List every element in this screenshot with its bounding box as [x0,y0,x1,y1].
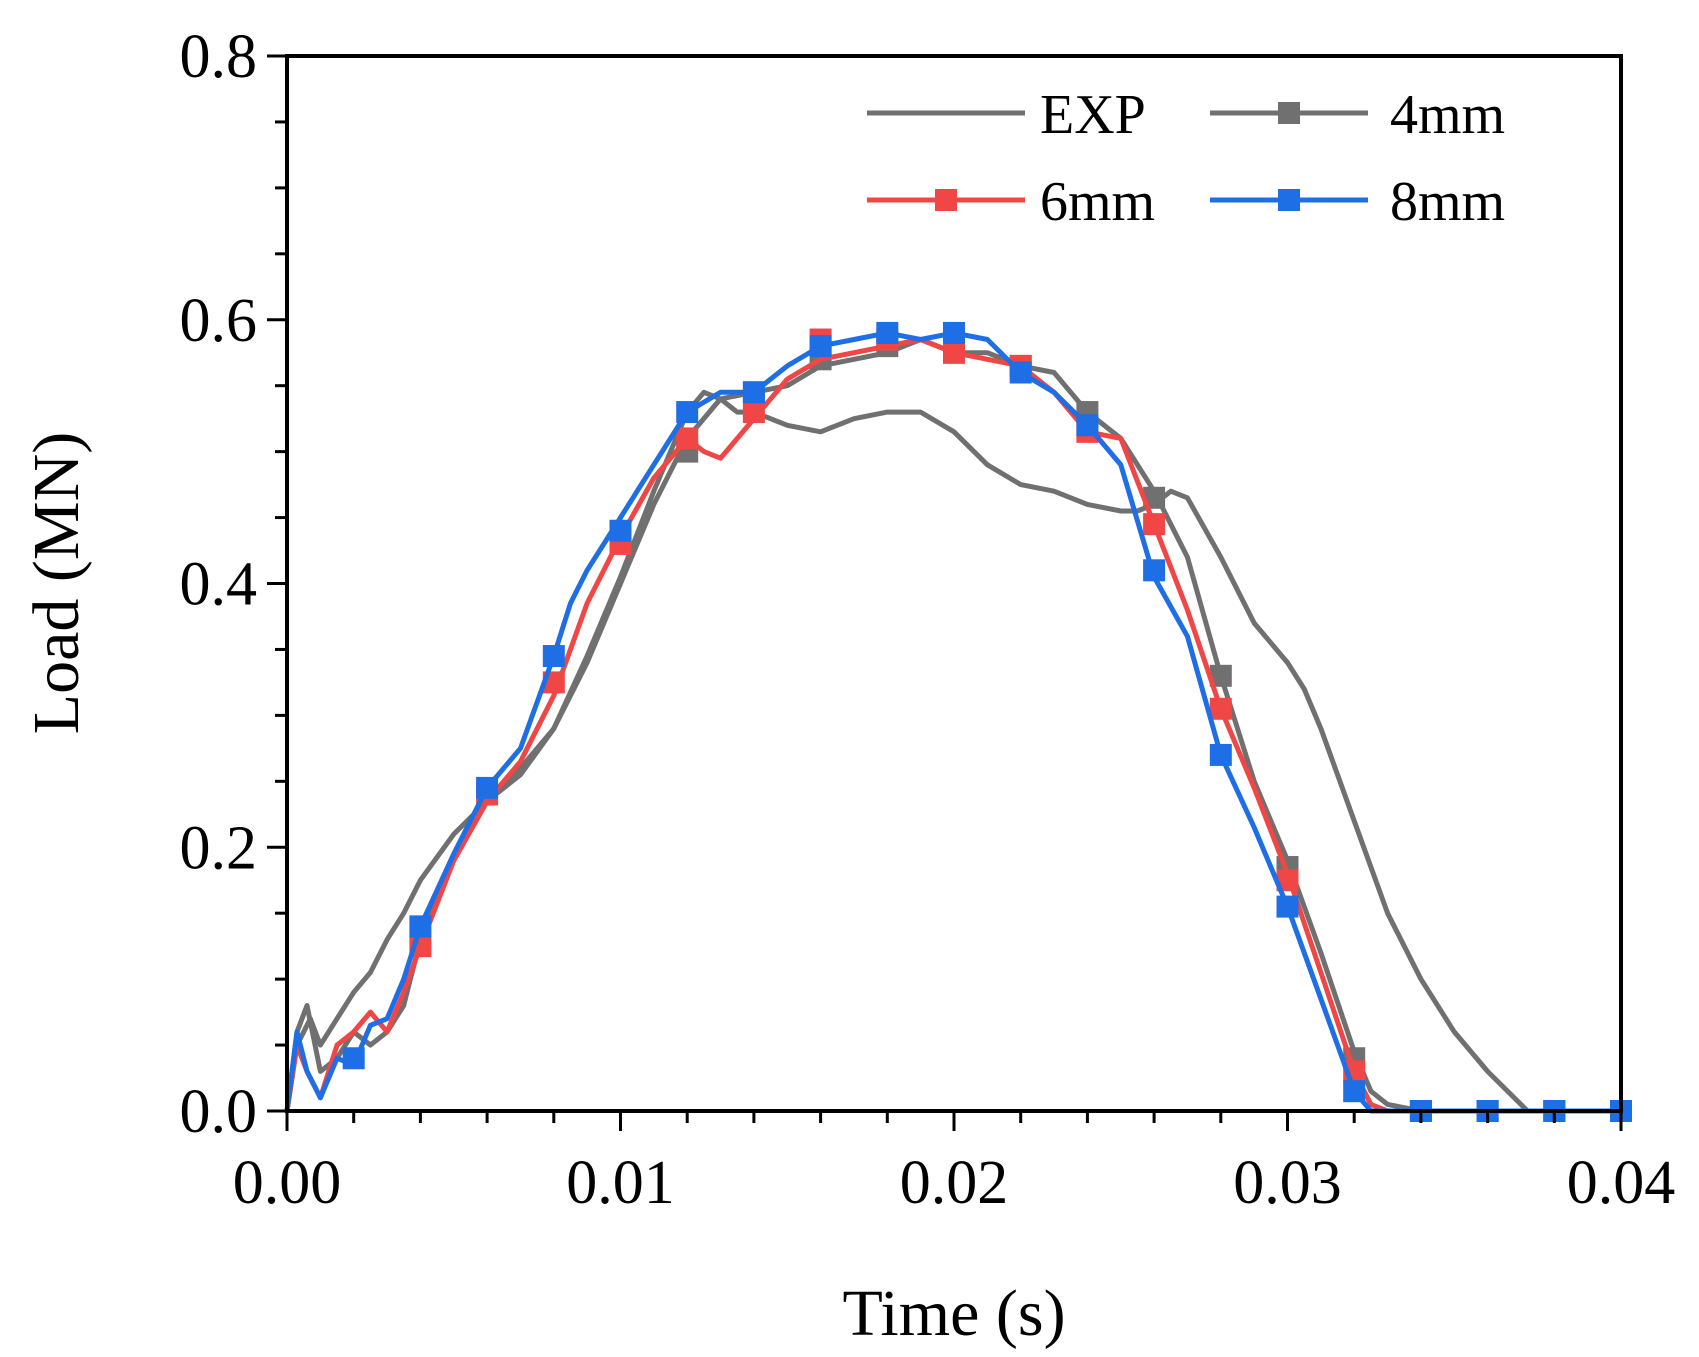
legend-marker-4mm [1278,102,1300,124]
marker-8mm [342,1047,365,1070]
y-tick-label: 0.2 [180,814,258,882]
x-tick-label: 0.02 [900,1149,1009,1217]
x-tick-label: 0.00 [233,1149,342,1217]
legend: EXP 4mm 6mm 8mm [867,84,1505,233]
marker-6mm [742,401,765,424]
y-tick-label: 0.4 [180,551,258,619]
y-axis-title: Load (MN) [20,432,93,734]
marker-8mm [542,645,565,668]
legend-marker-8mm [1278,189,1300,211]
marker-8mm [742,381,765,404]
series-line-exp [284,389,1621,1114]
marker-8mm [943,321,965,344]
series-8mm [284,321,1632,1122]
ticks-layer: 0.00 0.01 0.02 0.03 0.04 0.0 0.2 0.4 0.6 0.8 [180,23,1676,1217]
x-tick-label: 0.01 [566,1149,675,1217]
series-line-6mm [284,337,1621,1114]
legend-label-8mm: 8mm [1390,171,1505,233]
marker-4mm [1209,664,1232,687]
marker-8mm [1343,1080,1366,1103]
marker-8mm [476,776,499,799]
legend-item-8mm: 8mm [1210,171,1505,233]
y-tick-label: 0.8 [180,23,258,91]
marker-8mm [409,915,432,938]
y-tick-label: 0.0 [180,1078,258,1146]
series-layer [284,321,1632,1122]
marker-8mm [1276,895,1299,918]
x-axis-title: Time (s) [842,1277,1065,1350]
marker-8mm [1009,361,1032,384]
legend-label-4mm: 4mm [1390,84,1505,146]
x-tick-label: 0.04 [1567,1149,1676,1217]
marker-8mm [876,321,899,344]
marker-6mm [1143,513,1166,536]
marker-6mm [943,341,965,364]
marker-6mm [1276,869,1299,892]
marker-8mm [809,335,832,358]
legend-item-4mm: 4mm [1210,84,1505,146]
marker-8mm [1143,559,1166,582]
legend-label-6mm: 6mm [1040,171,1155,233]
marker-8mm [676,401,699,424]
marker-6mm [1209,697,1232,720]
marker-8mm [1209,743,1232,766]
marker-6mm [676,427,699,450]
y-tick-label: 0.6 [180,287,258,355]
series-exp [284,389,1621,1114]
legend-item-6mm: 6mm [867,171,1155,233]
marker-8mm [609,519,632,542]
x-tick-label: 0.03 [1233,1149,1342,1217]
legend-item-exp: EXP [867,84,1146,146]
legend-marker-6mm [935,189,957,211]
legend-label-exp: EXP [1040,84,1146,146]
marker-8mm [1076,414,1099,437]
